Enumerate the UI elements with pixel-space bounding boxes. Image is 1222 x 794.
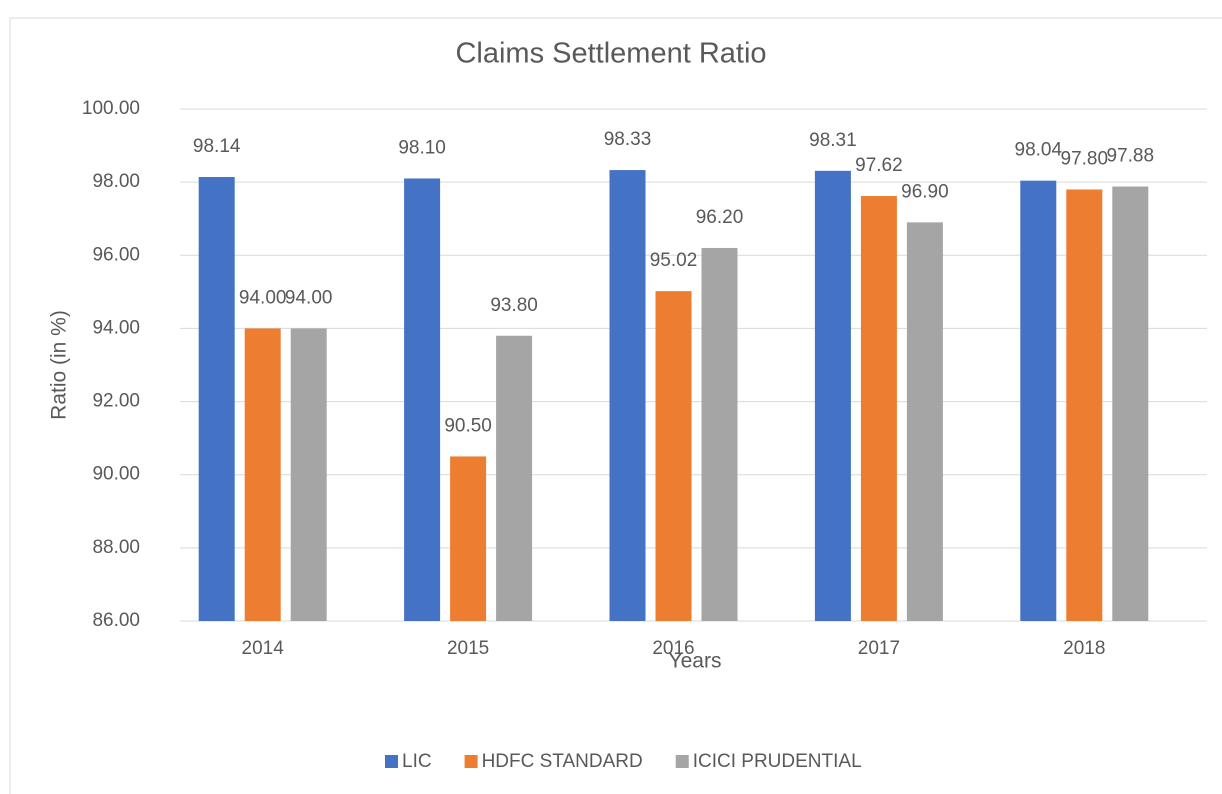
data-label: 98.04: [1015, 140, 1063, 161]
x-tick-label: 2017: [858, 638, 900, 659]
bar: [496, 335, 533, 621]
data-label: 95.02: [650, 250, 698, 271]
legend-label: LIC: [402, 751, 432, 772]
bar: [1066, 189, 1103, 621]
bar: [814, 170, 851, 621]
bar: [1020, 180, 1057, 621]
bar: [609, 170, 646, 621]
data-label: 96.90: [901, 181, 949, 202]
y-tick-label: 98.00: [92, 171, 140, 192]
data-label: 93.80: [490, 295, 538, 316]
bar: [860, 196, 897, 622]
bar: [655, 291, 692, 621]
bar: [198, 177, 235, 621]
data-label: 98.33: [604, 129, 652, 150]
legend-label: HDFC STANDARD: [482, 751, 643, 772]
y-tick-label: 90.00: [92, 464, 140, 485]
data-label: 98.31: [809, 130, 857, 151]
x-tick-label: 2018: [1063, 638, 1105, 659]
data-label: 90.50: [444, 415, 492, 436]
y-tick-label: 92.00: [92, 391, 140, 412]
y-tick-label: 100.00: [82, 98, 140, 119]
bar: [290, 328, 327, 621]
y-tick-label: 86.00: [92, 610, 140, 631]
legend-label: ICICI PRUDENTIAL: [693, 751, 862, 772]
data-label: 97.62: [855, 155, 903, 176]
x-tick-label: 2014: [242, 638, 285, 659]
chart-title: Claims Settlement Ratio: [455, 38, 766, 70]
data-label: 97.88: [1107, 146, 1155, 167]
x-axis-title: Years: [669, 650, 722, 673]
data-label: 98.14: [193, 136, 241, 157]
data-label: 94.00: [285, 287, 333, 308]
bar: [701, 247, 738, 621]
bar: [906, 222, 943, 621]
data-label: 97.80: [1061, 148, 1109, 169]
bar: [404, 178, 441, 621]
legend-swatch: [675, 755, 689, 768]
legend-swatch: [385, 755, 398, 768]
bar: [450, 456, 487, 621]
data-label: 94.00: [239, 287, 287, 308]
legend-swatch: [464, 755, 478, 768]
x-tick-label: 2016: [652, 638, 694, 659]
data-label: 98.10: [398, 138, 446, 159]
y-tick-label: 96.00: [92, 244, 140, 265]
data-label: 96.20: [696, 207, 744, 228]
bar: [244, 328, 281, 621]
bar: [1112, 186, 1149, 621]
y-axis-title: Ratio (in %): [48, 310, 71, 420]
y-tick-label: 88.00: [92, 537, 140, 558]
x-tick-label: 2015: [447, 638, 489, 659]
y-tick-label: 94.00: [92, 317, 140, 338]
